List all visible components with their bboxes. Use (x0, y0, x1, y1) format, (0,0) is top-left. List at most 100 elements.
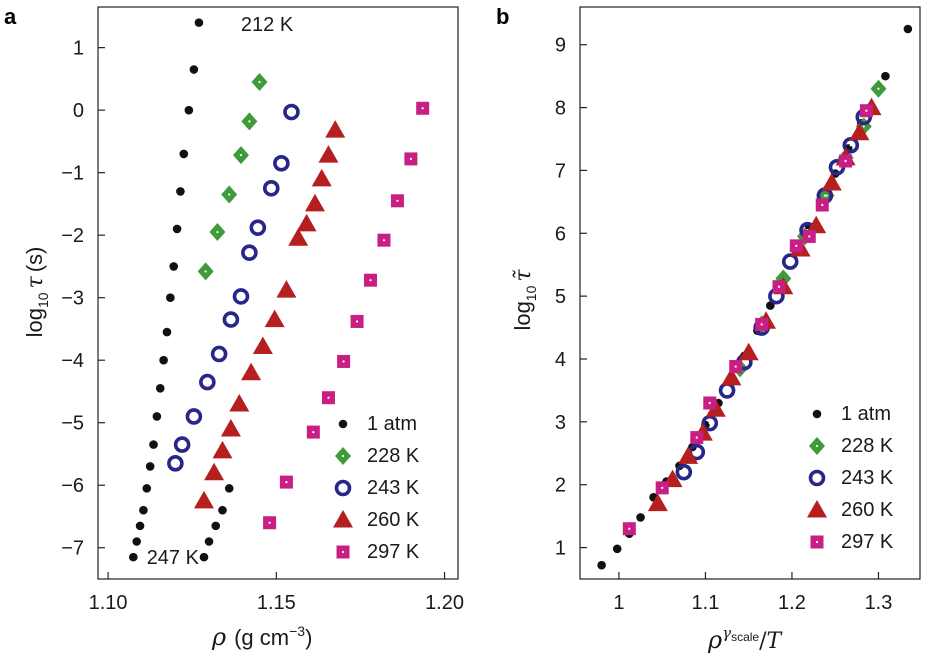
x-tick-label: 1.2 (778, 592, 806, 614)
data-point-triangle (296, 213, 317, 232)
legend-label: 297 K (841, 531, 894, 553)
data-point-dot (179, 149, 189, 159)
data-point-square (815, 198, 829, 212)
legend-marker-ring (808, 469, 826, 487)
data-point-square (364, 273, 378, 287)
data-point-square (690, 431, 704, 445)
data-point-square (622, 522, 636, 536)
data-point-diamond (209, 223, 226, 242)
data-point-dot (142, 484, 152, 493)
temperature-annotation: 247 K (147, 547, 200, 569)
data-point-dot (159, 355, 168, 365)
data-point-dot (129, 552, 138, 562)
svg-text:ρ(g cm−3): ρ (g cm−3) (211, 623, 312, 651)
legend-marker-square (336, 545, 350, 559)
data-point-square (350, 314, 364, 328)
x-tick-label: 1.3 (865, 592, 893, 614)
y-tick-label: 2 (555, 475, 566, 497)
legend-marker-triangle (333, 510, 353, 528)
legend-marker-triangle (807, 500, 827, 518)
legend-label: 228 K (367, 445, 420, 467)
data-point-dot (189, 65, 199, 74)
data-point-triangle (849, 122, 870, 141)
data-point-square (321, 391, 335, 405)
data-point-triangle (204, 462, 225, 481)
data-point-dot (172, 224, 182, 234)
svg-text:log10τ(s): log10τ(s) (22, 247, 51, 338)
data-point-square (859, 104, 873, 118)
data-point-ring (781, 253, 799, 270)
y-tick-label: −5 (61, 413, 84, 435)
data-point-triangle (229, 393, 250, 412)
y-tick-label: −3 (61, 288, 84, 310)
data-point-diamond (251, 73, 268, 92)
legend-marker-diamond (335, 447, 351, 465)
legend-label: 260 K (841, 499, 894, 521)
data-point-dot (204, 537, 214, 546)
data-point-square (755, 317, 769, 331)
data-point-diamond (232, 146, 249, 165)
legend-marker-dot (338, 419, 348, 429)
data-point-dot (162, 327, 172, 337)
data-point-ring (249, 219, 267, 236)
data-point-square (802, 229, 816, 243)
data-point-ring (173, 436, 191, 453)
data-point-dot (194, 18, 204, 27)
y-tick-label: 4 (555, 349, 566, 371)
data-point-ring (718, 382, 736, 399)
legend-label: 297 K (367, 541, 420, 563)
data-points-a (129, 18, 430, 562)
data-point-ring (210, 345, 228, 363)
data-point-dot (155, 384, 165, 393)
y-tick-label: 6 (555, 223, 566, 245)
y-tick-label: 0 (73, 100, 84, 122)
data-point-triangle (212, 440, 233, 459)
data-point-dot (135, 521, 145, 531)
data-point-dot (211, 521, 221, 531)
data-point-ring (273, 154, 290, 172)
data-point-dot (597, 560, 606, 570)
data-point-diamond (197, 262, 214, 281)
data-point-dot (139, 505, 148, 515)
data-point-dot (218, 505, 227, 515)
data-point-dot (169, 262, 179, 271)
y-ticks-a: −7 −6 −5 −4 −3 −2 −1 0 1 (61, 38, 105, 560)
data-point-dot (132, 537, 141, 546)
data-point-triangle (276, 280, 297, 298)
data-point-dot (636, 513, 645, 522)
data-point-square (337, 354, 351, 368)
data-point-triangle (738, 342, 759, 361)
data-point-square (404, 152, 418, 166)
legend-marker-dot (812, 409, 822, 419)
legend-label: 1 atm (841, 403, 891, 425)
y-tick-label: −1 (61, 163, 84, 185)
x-tick-label: 1.20 (425, 592, 464, 614)
data-point-dot (199, 552, 209, 562)
data-point-ring (199, 373, 216, 391)
data-point-square (655, 481, 669, 495)
data-point-triangle (220, 418, 241, 437)
data-point-ring (675, 463, 693, 481)
y-tick-label: −4 (61, 350, 84, 372)
data-point-ring (222, 311, 240, 328)
data-point-ring (262, 179, 280, 197)
data-point-triangle (678, 446, 699, 464)
data-point-square (377, 233, 391, 247)
y-axis-title-b: log10τ̃ (510, 269, 539, 331)
y-tick-label: −6 (61, 475, 84, 497)
legend-b: 1 atm 228 K 243 K 260 K 297 K (807, 403, 894, 553)
data-point-dot (224, 484, 234, 493)
x-tick-label: 1.15 (257, 592, 296, 614)
legend-marker-diamond (809, 437, 825, 455)
data-point-ring (283, 103, 300, 121)
y-tick-label: −2 (61, 225, 84, 247)
data-point-square (263, 516, 277, 530)
svg-text:log10τ̃: log10τ̃ (510, 269, 539, 331)
data-point-square (279, 475, 293, 489)
plot-frame-b (579, 6, 921, 580)
data-point-triangle (318, 145, 339, 163)
panel-b: b 1 1.1 1.2 1.3 1 2 3 4 5 6 7 8 9 1 atm 228 K 243 K 26… (496, 4, 921, 654)
data-point-dot (152, 412, 162, 421)
y-axis-title-a: log10τ(s) (22, 247, 51, 338)
